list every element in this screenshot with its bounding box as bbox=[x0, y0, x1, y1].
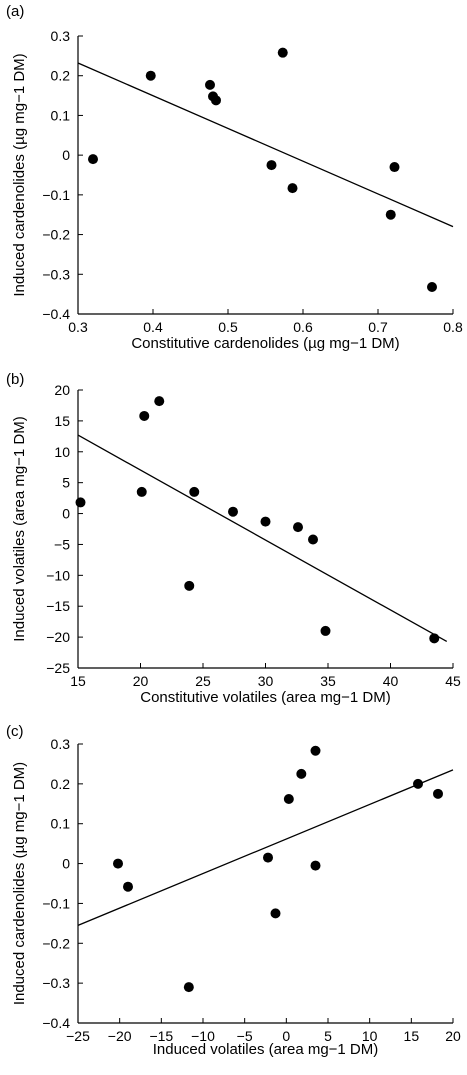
panel-label: (b) bbox=[6, 371, 24, 388]
y-tick-label: 0.1 bbox=[51, 816, 71, 832]
y-tick-label: 20 bbox=[54, 382, 70, 398]
data-point bbox=[413, 778, 423, 789]
data-point bbox=[277, 47, 288, 58]
y-tick-label: −0.1 bbox=[42, 895, 70, 911]
panel-label: (a) bbox=[6, 3, 24, 20]
data-point bbox=[320, 625, 331, 636]
data-point bbox=[389, 162, 400, 173]
y-axis-title: Induced volatiles (area mg−1 DM) bbox=[11, 416, 28, 642]
panel-a: (a) 0.3 0.4 0.5 0.6 0.7 0.8 −0.4 −0.3 −0.2 −0.1 0 0.… bbox=[6, 3, 463, 352]
y-tick-label: 0.3 bbox=[51, 28, 71, 44]
x-tick-label: 10 bbox=[362, 1028, 378, 1044]
x-tick-label: 0.8 bbox=[443, 319, 463, 335]
y-axis-title: Induced cardenolides (µg mg−1 DM) bbox=[11, 762, 28, 1005]
data-point bbox=[205, 79, 215, 90]
x-tick-label: 0.7 bbox=[368, 319, 388, 335]
data-point bbox=[211, 95, 221, 106]
panel-b: (b)15 20 25 30 35 40 45−25−20−15−10−505101520C… bbox=[6, 371, 461, 706]
data-point bbox=[145, 70, 156, 81]
x-axis-title: Constitutive cardenolides (µg mg−1 DM) bbox=[131, 335, 399, 352]
data-point bbox=[296, 768, 307, 779]
data-point bbox=[308, 534, 318, 545]
data-point bbox=[184, 580, 195, 591]
y-tick-label: 0.2 bbox=[51, 68, 71, 84]
data-point bbox=[123, 881, 133, 892]
y-tick-label: −15 bbox=[46, 598, 70, 614]
x-tick-label: 0 bbox=[282, 1028, 290, 1044]
y-tick-label: −0.4 bbox=[42, 1015, 70, 1031]
y-tick-label: −0.2 bbox=[42, 227, 70, 243]
y-tick-label: −0.4 bbox=[42, 306, 70, 322]
y-tick-label: −0.3 bbox=[42, 266, 70, 282]
data-point bbox=[263, 852, 273, 863]
x-axis-title: Constitutive volatiles (area mg−1 DM) bbox=[140, 689, 391, 706]
x-tick-label: 25 bbox=[195, 673, 211, 689]
x-tick-label: 20 bbox=[445, 1028, 461, 1044]
regression-line bbox=[77, 769, 454, 926]
data-point bbox=[385, 209, 396, 220]
y-tick-label: −0.1 bbox=[42, 187, 70, 203]
y-tick-label: 0.3 bbox=[51, 736, 71, 752]
y-tick-label: 0 bbox=[62, 856, 70, 872]
x-tick-label: −10 bbox=[191, 1028, 215, 1044]
x-tick-label: 40 bbox=[383, 673, 399, 689]
y-tick-label: −0.3 bbox=[42, 975, 70, 991]
data-point bbox=[427, 281, 437, 292]
x-tick-label: 15 bbox=[404, 1028, 420, 1044]
y-tick-label: 0 bbox=[62, 147, 70, 163]
data-point bbox=[113, 858, 123, 869]
data-point bbox=[270, 908, 281, 919]
panel-c: (c) −25 −20 −15 −10 −5 0 5 10 15 20 −0.4 −0.3 −0.2 −0.… bbox=[6, 723, 461, 1058]
y-tick-label: −10 bbox=[46, 567, 70, 583]
data-point bbox=[310, 745, 321, 756]
regression-line bbox=[77, 434, 448, 643]
data-point bbox=[310, 860, 321, 871]
y-tick-label: −5 bbox=[54, 536, 70, 552]
x-tick-label: 0.5 bbox=[218, 319, 238, 335]
y-tick-label: 0 bbox=[62, 506, 70, 522]
data-point bbox=[183, 982, 194, 993]
x-tick-label: 35 bbox=[320, 673, 336, 689]
regression-line bbox=[77, 62, 454, 228]
y-tick-label: 15 bbox=[54, 413, 70, 429]
y-tick-label: 0.1 bbox=[51, 107, 71, 123]
data-point bbox=[154, 396, 165, 407]
x-tick-label: −15 bbox=[149, 1028, 173, 1044]
data-point bbox=[260, 516, 271, 527]
x-tick-label: 20 bbox=[133, 673, 149, 689]
data-point bbox=[75, 497, 86, 508]
data-point bbox=[433, 788, 443, 799]
data-point bbox=[287, 183, 298, 194]
y-axis-title: Induced cardenolides (µg mg−1 DM) bbox=[11, 53, 28, 296]
x-tick-label: −20 bbox=[108, 1028, 132, 1044]
x-tick-label: −25 bbox=[66, 1028, 90, 1044]
x-tick-label: 0.6 bbox=[293, 319, 313, 335]
data-point bbox=[88, 154, 98, 165]
y-tick-label: 10 bbox=[54, 444, 70, 460]
x-axis-title: Induced volatiles (area mg−1 DM) bbox=[153, 1041, 379, 1058]
x-tick-label: 30 bbox=[258, 673, 274, 689]
x-tick-label: 15 bbox=[70, 673, 86, 689]
y-tick-label: −25 bbox=[46, 660, 70, 676]
y-tick-label: 0.2 bbox=[51, 776, 71, 792]
y-tick-label: 5 bbox=[62, 475, 70, 491]
data-point bbox=[266, 160, 277, 171]
x-tick-label: 5 bbox=[324, 1028, 332, 1044]
data-point bbox=[228, 506, 238, 517]
x-tick-label: 45 bbox=[445, 673, 461, 689]
panel-label: (c) bbox=[6, 723, 24, 740]
x-tick-label: 0.4 bbox=[143, 319, 163, 335]
data-point bbox=[139, 410, 150, 421]
data-point bbox=[283, 794, 294, 805]
data-point bbox=[293, 522, 303, 533]
data-point bbox=[189, 486, 200, 497]
data-point bbox=[429, 633, 440, 644]
x-tick-label: −5 bbox=[237, 1028, 253, 1044]
x-tick-label: 0.3 bbox=[68, 319, 88, 335]
y-tick-label: −0.2 bbox=[42, 935, 70, 951]
data-point bbox=[136, 486, 147, 497]
y-tick-label: −20 bbox=[46, 629, 70, 645]
